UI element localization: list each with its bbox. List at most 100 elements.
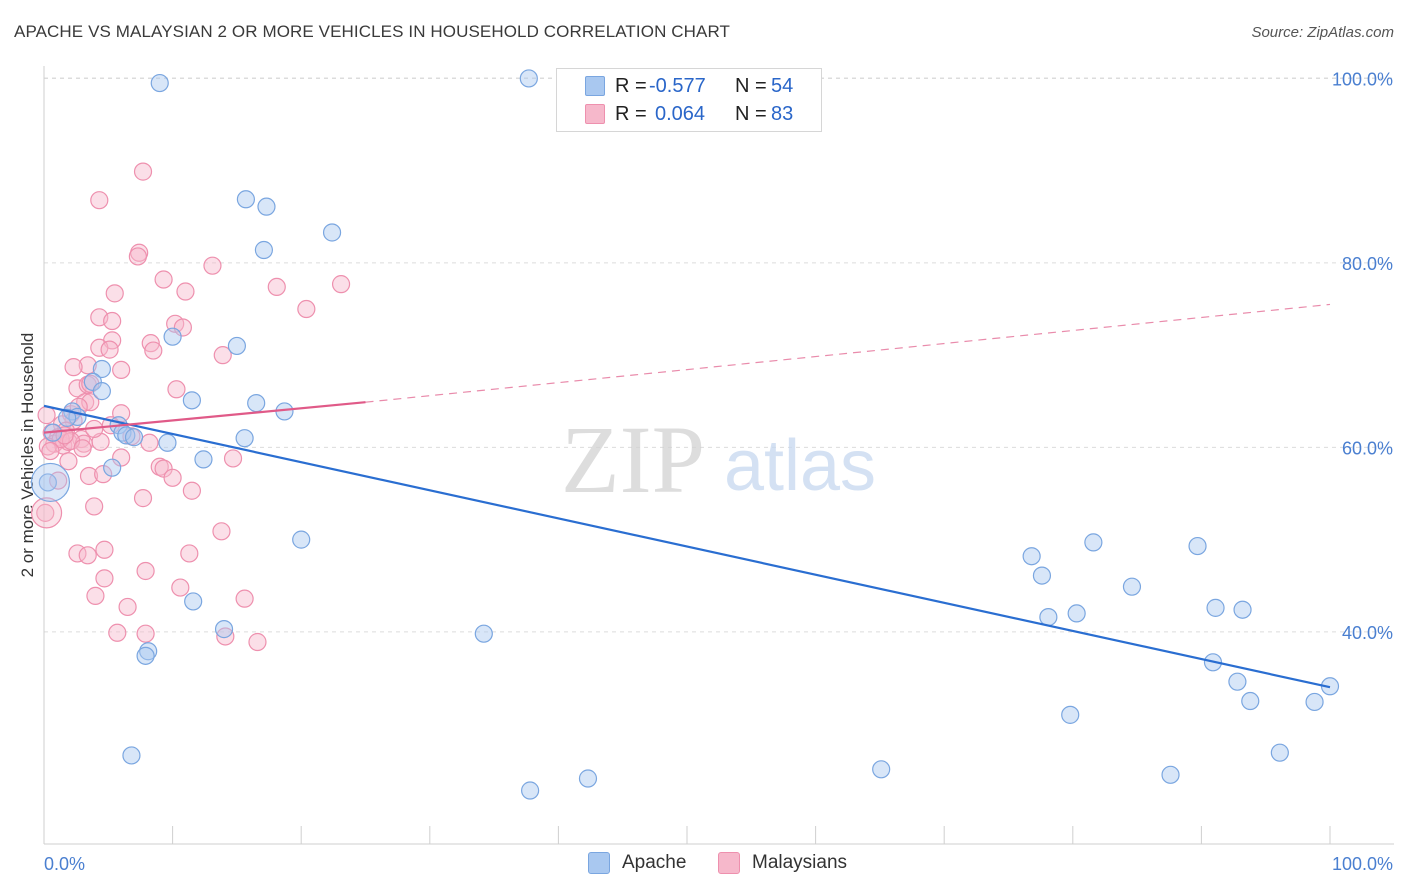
data-point-malaysians bbox=[112, 360, 131, 380]
trend-line-apache bbox=[43, 404, 1331, 689]
data-point-malaysians bbox=[213, 346, 232, 365]
data-point-malaysians bbox=[103, 311, 122, 331]
data-point-apache bbox=[1241, 691, 1260, 711]
series-malaysians bbox=[30, 162, 351, 652]
x-tick-label: 100.0% bbox=[1332, 854, 1393, 874]
data-point-malaysians bbox=[136, 561, 155, 581]
data-point-apache bbox=[227, 336, 246, 356]
y-tick-label: 60.0% bbox=[1342, 438, 1393, 458]
data-point-apache bbox=[1084, 533, 1103, 552]
data-point-apache bbox=[194, 450, 213, 469]
axis-layer bbox=[43, 66, 1394, 845]
data-point-apache bbox=[519, 69, 538, 88]
n-label: N = bbox=[735, 102, 767, 125]
data-point-apache bbox=[474, 624, 493, 643]
data-point-apache bbox=[247, 394, 266, 413]
data-point-malaysians bbox=[78, 546, 97, 565]
data-point-apache bbox=[236, 190, 256, 209]
data-point-apache bbox=[292, 530, 311, 549]
data-point-apache bbox=[92, 359, 111, 379]
r-value-malaysians: 0.064 bbox=[655, 102, 706, 125]
legend-item-malaysians[interactable]: Malaysians bbox=[718, 852, 847, 874]
data-point-malaysians bbox=[144, 341, 163, 360]
data-point-apache bbox=[1032, 566, 1052, 585]
data-point-malaysians bbox=[95, 569, 114, 588]
chart-title: APACHE VS MALAYSIAN 2 OR MORE VEHICLES I… bbox=[14, 22, 731, 41]
data-point-apache bbox=[103, 458, 122, 477]
data-point-malaysians bbox=[223, 449, 243, 468]
data-point-apache bbox=[1067, 604, 1086, 623]
data-point-malaysians bbox=[128, 247, 147, 266]
n-label: N = bbox=[735, 74, 767, 97]
data-point-malaysians bbox=[112, 448, 131, 467]
trend-line-malaysians bbox=[43, 401, 366, 434]
data-point-apache bbox=[1233, 600, 1252, 619]
data-point-apache bbox=[182, 391, 201, 410]
data-point-malaysians bbox=[171, 578, 190, 597]
data-point-malaysians bbox=[141, 334, 160, 353]
y-tick-label: 40.0% bbox=[1342, 623, 1393, 643]
data-point-apache bbox=[124, 428, 144, 447]
n-value-malaysians: 83 bbox=[771, 102, 794, 125]
data-point-malaysians bbox=[331, 275, 351, 294]
data-point-malaysians bbox=[235, 589, 254, 608]
data-point-malaysians bbox=[94, 465, 113, 484]
stats-box: R = -0.577 N = 54 R = 0.064 N = 83 bbox=[556, 68, 822, 132]
data-point-malaysians bbox=[133, 489, 153, 508]
data-point-malaysians bbox=[180, 544, 199, 563]
n-value-apache: 54 bbox=[771, 74, 794, 97]
source-label: Source: ZipAtlas.com bbox=[1251, 24, 1394, 41]
data-point-malaysians bbox=[216, 627, 235, 646]
tick-labels: 40.0% 60.0% 80.0% 100.0% 0.0% 100.0% bbox=[44, 69, 1393, 874]
data-point-apache bbox=[257, 197, 276, 216]
data-point-apache bbox=[58, 408, 77, 427]
y-tick-label: 100.0% bbox=[1332, 69, 1393, 89]
malaysian-swatch bbox=[585, 104, 605, 124]
data-point-malaysians bbox=[85, 497, 104, 516]
data-point-malaysians bbox=[136, 624, 155, 643]
data-point-apache bbox=[1305, 692, 1324, 712]
data-point-malaysians bbox=[59, 452, 78, 471]
data-point-malaysians bbox=[267, 277, 286, 296]
data-point-apache-large bbox=[30, 462, 71, 503]
data-point-apache bbox=[1228, 672, 1247, 691]
stats-row-apache: R = -0.577 N = 54 bbox=[557, 72, 821, 100]
data-point-apache bbox=[92, 382, 111, 401]
data-point-apache bbox=[872, 760, 891, 779]
legend-apache-swatch bbox=[588, 852, 610, 874]
data-point-apache bbox=[163, 327, 182, 346]
data-point-apache bbox=[122, 746, 141, 765]
r-label: R = bbox=[615, 74, 647, 97]
data-point-malaysians bbox=[41, 441, 60, 461]
data-point-malaysians bbox=[81, 393, 100, 412]
trend-line-malaysians-extension bbox=[365, 303, 1331, 403]
data-point-malaysians bbox=[140, 433, 159, 452]
data-point-malaysians bbox=[212, 522, 231, 541]
x-tick-label: 0.0% bbox=[44, 854, 85, 874]
data-point-apache bbox=[578, 769, 598, 788]
data-point-apache bbox=[235, 429, 254, 448]
data-point-malaysians bbox=[118, 597, 137, 617]
data-point-malaysians bbox=[79, 466, 99, 486]
legend-item-apache[interactable]: Apache bbox=[588, 852, 686, 874]
apache-swatch bbox=[585, 76, 605, 96]
data-point-malaysians bbox=[64, 358, 83, 377]
legend-malaysians-swatch bbox=[718, 852, 740, 874]
data-point-apache bbox=[136, 646, 155, 665]
data-point-malaysians bbox=[203, 256, 222, 275]
data-point-apache bbox=[150, 73, 169, 93]
data-point-malaysians bbox=[182, 481, 201, 500]
data-point-malaysians bbox=[86, 586, 105, 605]
watermark-zip: ZIP bbox=[561, 406, 705, 513]
data-point-malaysians bbox=[90, 191, 109, 210]
series-apache bbox=[30, 69, 1340, 800]
data-point-apache bbox=[1188, 536, 1207, 556]
data-point-apache bbox=[158, 433, 177, 452]
data-point-malaysians bbox=[173, 318, 192, 337]
data-point-apache bbox=[1206, 598, 1225, 617]
data-point-apache bbox=[38, 473, 57, 492]
data-point-malaysians bbox=[248, 632, 267, 652]
data-point-apache bbox=[1022, 547, 1041, 566]
data-point-malaysians bbox=[36, 503, 55, 522]
